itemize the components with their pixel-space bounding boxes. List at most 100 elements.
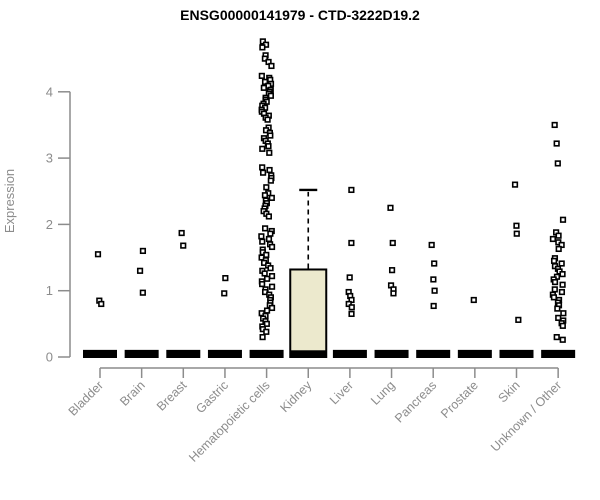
data-point xyxy=(268,194,275,201)
collapsed-box xyxy=(207,349,242,358)
data-point xyxy=(259,334,266,341)
data-point xyxy=(259,38,266,45)
category-label: Lung xyxy=(368,378,398,408)
y-tick-label: 2 xyxy=(46,217,53,232)
data-point xyxy=(387,204,394,211)
data-point xyxy=(268,62,275,70)
data-point xyxy=(513,222,520,229)
data-point xyxy=(348,186,355,194)
collapsed-box xyxy=(457,349,492,358)
data-point xyxy=(348,239,355,247)
data-point xyxy=(265,143,272,150)
data-point xyxy=(558,260,565,267)
data-point xyxy=(266,166,273,174)
data-point xyxy=(259,44,266,51)
category-label: Bladder xyxy=(66,378,106,418)
data-point xyxy=(268,304,276,312)
y-tick-label: 4 xyxy=(46,84,53,99)
data-point xyxy=(268,273,276,280)
collapsed-box xyxy=(166,349,201,358)
data-point xyxy=(222,275,229,282)
data-point xyxy=(555,245,562,253)
data-point xyxy=(390,290,397,297)
y-tick-label: 0 xyxy=(46,350,53,365)
data-point xyxy=(559,336,566,343)
data-point xyxy=(265,235,273,243)
data-point xyxy=(259,238,266,245)
data-point xyxy=(136,267,144,274)
data-point xyxy=(263,275,271,282)
data-point xyxy=(430,302,437,310)
data-point xyxy=(555,232,562,239)
data-point xyxy=(139,247,147,255)
data-point xyxy=(550,257,558,264)
data-point xyxy=(348,310,355,318)
data-point xyxy=(259,145,266,152)
data-point xyxy=(94,251,102,258)
data-point xyxy=(430,276,437,283)
data-point xyxy=(388,267,396,274)
data-point xyxy=(553,334,560,341)
data-point xyxy=(515,316,522,323)
data-point xyxy=(263,328,270,335)
collapsed-box xyxy=(83,349,117,358)
data-point xyxy=(513,230,520,237)
data-point xyxy=(263,307,271,314)
data-point xyxy=(267,177,274,184)
data-point xyxy=(267,230,274,237)
collapsed-box xyxy=(499,349,534,358)
data-point xyxy=(560,310,567,317)
data-point xyxy=(262,225,269,232)
data-point xyxy=(259,169,267,176)
data-point xyxy=(551,121,558,129)
data-point xyxy=(431,287,438,294)
data-point xyxy=(549,235,557,243)
data-point xyxy=(259,164,266,171)
category-label: Skin xyxy=(496,378,523,405)
y-tick-label: 1 xyxy=(46,283,53,298)
data-point xyxy=(258,72,265,79)
collapsed-box xyxy=(124,349,159,358)
data-point xyxy=(431,260,438,267)
data-point xyxy=(553,140,560,147)
collapsed-box xyxy=(332,349,367,358)
data-point xyxy=(559,271,566,278)
collapsed-box xyxy=(374,349,409,358)
collapsed-box xyxy=(416,349,451,358)
boxplot-box xyxy=(289,268,328,359)
data-point xyxy=(98,300,105,308)
collapsed-box xyxy=(249,349,284,358)
data-point xyxy=(555,314,562,321)
category-label: Pancreas xyxy=(392,378,439,425)
data-point xyxy=(180,242,187,249)
data-point xyxy=(261,270,268,277)
data-point xyxy=(389,239,396,247)
data-point xyxy=(550,294,558,301)
category-label: Unknown / Other xyxy=(488,378,564,454)
category-label: Brain xyxy=(117,378,148,409)
chart-title: ENSG00000141979 - CTD-3222D19.2 xyxy=(180,7,420,23)
data-point xyxy=(346,274,353,281)
data-point xyxy=(554,305,561,312)
data-point xyxy=(266,149,273,156)
data-point xyxy=(267,265,274,272)
data-point xyxy=(559,322,566,329)
data-point xyxy=(559,216,567,223)
data-point xyxy=(470,296,477,304)
category-label: Kidney xyxy=(277,378,314,415)
data-point xyxy=(268,283,276,290)
category-label: Gastric xyxy=(193,378,231,416)
median-line xyxy=(290,350,327,358)
data-point xyxy=(348,304,355,311)
data-point xyxy=(267,92,274,99)
data-point xyxy=(261,55,268,62)
data-point xyxy=(221,290,228,297)
y-tick-label: 3 xyxy=(46,151,53,166)
data-point xyxy=(264,116,271,123)
data-point xyxy=(139,289,146,296)
category-label: Hematopoietic cells xyxy=(186,378,273,465)
data-point xyxy=(551,286,558,293)
category-label: Liver xyxy=(327,378,356,407)
data-point xyxy=(178,229,185,237)
